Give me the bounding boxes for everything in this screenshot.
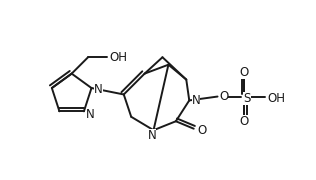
Text: O: O — [240, 115, 249, 128]
Text: O: O — [197, 124, 207, 137]
Text: N: N — [86, 108, 95, 121]
Text: O: O — [240, 66, 249, 79]
Text: OH: OH — [110, 51, 128, 64]
Text: N: N — [191, 94, 200, 107]
Text: O: O — [219, 90, 228, 103]
Text: N: N — [148, 129, 156, 142]
Text: N: N — [94, 83, 103, 96]
Text: S: S — [243, 92, 251, 105]
Text: OH: OH — [268, 92, 286, 105]
